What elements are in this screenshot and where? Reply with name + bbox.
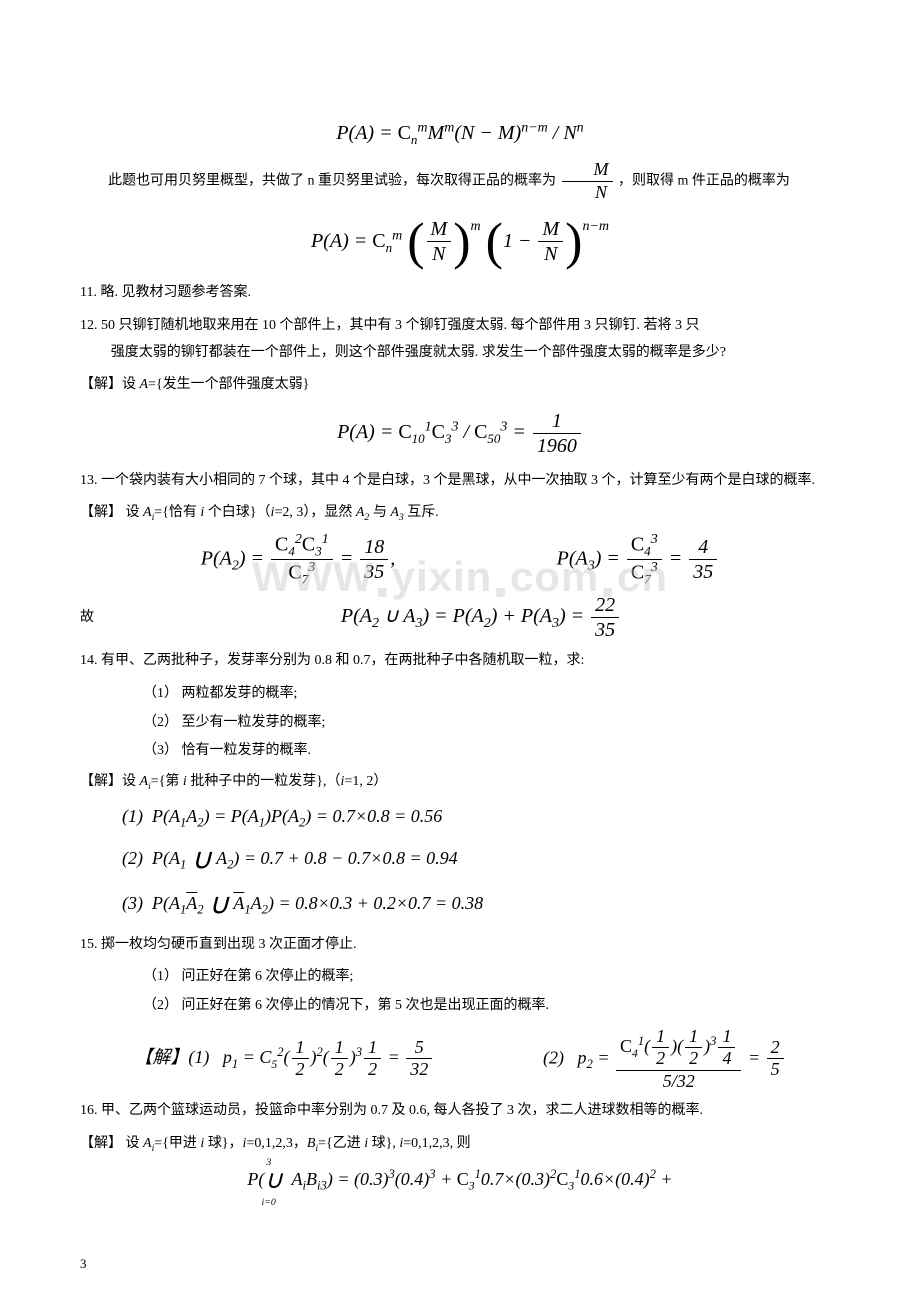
formula-15-row: 【解】(1) p1 = C52(12)2(12)312 = 532 (2) p2…: [80, 1026, 840, 1093]
formula-15-1-den: 32: [406, 1059, 432, 1081]
item-12-line1: 50 只铆钉随机地取来用在 10 个部件上，其中有 3 个铆钉强度太弱. 每个部…: [101, 318, 700, 333]
item-15: 15. 掷一枚均匀硬币直到出现 3 次正面才停止.: [80, 932, 840, 959]
formula-13b-num: 4: [689, 535, 717, 560]
item-14: 14. 有甲、乙两批种子，发芽率分别为 0.8 和 0.7，在两批种子中各随机取…: [80, 648, 840, 675]
item-15-sub1: （1） 问正好在第 6 次停止的概率;: [80, 964, 840, 991]
item-14-sub1: （1） 两粒都发芽的概率;: [80, 681, 840, 708]
formula-15-1-num: 5: [406, 1037, 432, 1060]
item-12: 12. 50 只铆钉随机地取来用在 10 个部件上，其中有 3 个铆钉强度太弱.…: [80, 313, 840, 366]
item-13-head: 13.: [80, 473, 98, 488]
formula-top-2: P(A) = Cnm (MN)m (1 − MN)n−m: [80, 217, 840, 266]
item-15-text: 掷一枚均匀硬币直到出现 3 次正面才停止.: [101, 937, 357, 952]
para-bernoulli: 此题也可用贝努里概型，共做了 n 重贝努里试验，每次取得正品的概率为 MN ，则…: [80, 159, 840, 203]
item-15-head: 15.: [80, 937, 98, 952]
formula-13b-den: 35: [689, 560, 717, 584]
item-16-head: 16.: [80, 1103, 98, 1118]
item-16-text: 甲、乙两个篮球运动员，投篮命中率分别为 0.7 及 0.6, 每人各投了 3 次…: [101, 1103, 703, 1118]
item-13-text: 一个袋内装有大小相同的 7 个球，其中 4 个是白球，3 个是黑球，从中一次抽取…: [101, 473, 815, 488]
formula-14-3: (3) P(A1A2 ∪ A1A2) = 0.8×0.3 + 0.2×0.7 =…: [80, 887, 840, 922]
formula-13c-num: 22: [591, 593, 619, 618]
formula-15-2-midden: 5/32: [616, 1071, 741, 1093]
item-14-head: 14.: [80, 653, 98, 668]
item-13: 13. 一个袋内装有大小相同的 7 个球，其中 4 个是白球，3 个是黑球，从中…: [80, 468, 840, 495]
formula-15-2-den: 5: [767, 1059, 784, 1081]
formula-13-sum: 故 P(A2 ∪ A3) = P(A2) + P(A3) = 2235: [80, 593, 840, 642]
formula-13a-den: 35: [360, 560, 388, 584]
item-13-solution-head: 【解】 设 Ai={恰有 i 个白球}（i=2, 3），显然 A2 与 A3 互…: [80, 500, 840, 527]
para-bernoulli-text2: ，则取得 m 件正品的概率为: [618, 174, 790, 189]
item-14-sub2: （2） 至少有一粒发芽的概率;: [80, 710, 840, 737]
item-16: 16. 甲、乙两个篮球运动员，投篮命中率分别为 0.7 及 0.6, 每人各投了…: [80, 1098, 840, 1125]
item-11-head: 11.: [80, 285, 97, 300]
formula-13a-num: 18: [360, 535, 388, 560]
formula-15-2-num: 2: [767, 1037, 784, 1060]
item-14-sub3: （3） 恰有一粒发芽的概率.: [80, 738, 840, 765]
formula-13-lead: 故: [80, 605, 122, 632]
formula-13-row: P(A2) = C42C31C73 = 1835, P(A3) = C43C73…: [80, 532, 840, 588]
item-12-head: 12.: [80, 318, 98, 333]
formula-12-den: 1960: [533, 434, 581, 458]
page-number: 3: [80, 1252, 87, 1277]
formula-top-1: P(A) = CnmMm(N − M)n−m / Nn: [80, 120, 840, 149]
formula-14-1: (1) P(A1A2) = P(A1)P(A2) = 0.7×0.8 = 0.5…: [80, 806, 840, 833]
item-12-solution-head: 【解】设 A={发生一个部件强度太弱}: [80, 372, 840, 399]
para-bernoulli-text1: 此题也可用贝努里概型，共做了 n 重贝努里试验，每次取得正品的概率为: [108, 174, 556, 189]
item-11: 11. 略. 见教材习题参考答案.: [80, 280, 840, 307]
formula-12-num: 1: [533, 409, 581, 434]
item-14-text: 有甲、乙两批种子，发芽率分别为 0.8 和 0.7，在两批种子中各随机取一粒，求…: [101, 653, 584, 668]
formula-16: P(∪3i=0 AiBi3) = (0.3)3(0.4)3 + C310.7×(…: [80, 1166, 840, 1196]
formula-14-2: (2) P(A1 ∪ A2) = 0.7 + 0.8 − 0.7×0.8 = 0…: [80, 843, 840, 878]
formula-12: P(A) = C101C33 / C503 = 11960: [80, 409, 840, 458]
item-15-sub2: （2） 问正好在第 6 次停止的情况下，第 5 次也是出现正面的概率.: [80, 993, 840, 1020]
item-16-solution-head: 【解】 设 Ai={甲进 i 球}，i=0,1,2,3，Bi={乙进 i 球},…: [80, 1131, 840, 1158]
page: WWW.yixin.com.cn P(A) = CnmMm(N − M)n−m …: [0, 0, 920, 1302]
item-11-text: 略. 见教材习题参考答案.: [100, 285, 251, 300]
item-12-line2: 强度太弱的铆钉都装在一个部件上，则这个部件强度就太弱. 求发生一个部件强度太弱的…: [80, 340, 840, 367]
formula-13c-den: 35: [591, 618, 619, 642]
item-14-solution-head: 【解】设 Ai={第 i 批种子中的一粒发芽},（i=1, 2）: [80, 769, 840, 796]
